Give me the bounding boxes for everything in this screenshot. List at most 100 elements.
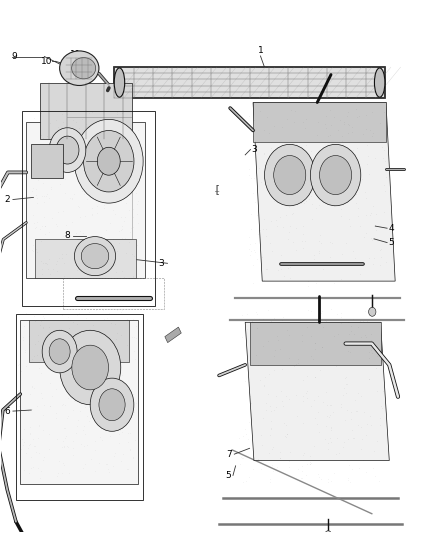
Point [300,376,307,385]
Point [90,242,97,251]
Point [99,268,106,277]
Point [89,255,96,263]
Point [79,229,86,237]
Point [47,269,54,278]
Point [346,215,353,223]
Point [250,115,257,124]
Bar [31,144,63,178]
Point [46,119,53,127]
Point [87,414,94,423]
Point [366,348,373,356]
Point [257,107,264,115]
Point [64,110,71,118]
Point [96,433,103,441]
Point [40,311,47,320]
Point [252,239,259,247]
Point [368,421,375,429]
Point [265,337,272,345]
Point [30,184,37,192]
Point [23,448,30,457]
Point [382,258,389,266]
Circle shape [72,345,109,390]
Point [276,454,283,462]
Point [295,167,302,175]
Point [97,164,104,173]
Point [364,141,371,149]
Point [366,375,373,383]
Point [367,233,374,242]
Point [31,384,38,392]
Bar [26,122,145,278]
Text: [: [ [213,184,220,195]
Point [299,244,306,252]
Point [38,256,45,265]
Point [77,227,84,235]
Point [260,314,267,323]
Point [92,378,99,387]
Point [367,310,374,319]
Point [373,225,380,234]
Point [21,348,28,357]
Point [104,140,111,149]
Point [303,471,310,480]
Point [68,157,75,166]
Point [137,172,144,180]
Point [85,242,92,251]
Point [113,110,120,118]
Point [365,354,372,362]
Point [316,201,323,209]
Point [331,278,338,287]
Point [102,370,109,378]
Point [43,190,50,198]
Point [57,155,64,164]
Point [279,397,286,405]
Point [324,478,331,487]
Point [376,421,383,429]
Point [343,373,350,381]
Point [300,397,307,406]
Point [104,188,111,197]
Point [60,326,67,335]
Point [346,348,353,357]
Point [33,199,40,208]
Point [61,423,68,432]
Point [363,431,370,440]
Point [268,407,275,415]
Point [103,344,110,352]
Point [112,335,119,344]
Point [31,352,38,361]
Point [106,144,113,152]
Point [66,193,73,202]
Point [76,176,83,184]
Point [337,400,344,409]
Point [99,436,106,445]
Point [75,124,82,132]
Point [93,202,100,211]
Point [245,378,252,386]
Point [61,443,68,451]
Point [42,259,49,267]
Point [65,382,72,391]
Point [301,237,308,245]
Point [113,107,120,116]
Point [338,402,345,411]
Point [93,191,100,200]
Point [305,195,312,203]
Point [343,259,350,268]
Point [302,124,309,132]
Point [21,466,28,475]
Point [317,231,324,239]
Point [57,143,64,152]
Point [103,313,110,322]
Point [379,387,386,395]
Bar [63,278,164,309]
Point [135,157,142,165]
Point [122,184,129,193]
Point [364,317,371,326]
Point [100,182,107,190]
Point [64,394,71,402]
Point [366,211,373,220]
Point [68,394,75,402]
Point [308,200,315,208]
Point [110,205,117,214]
